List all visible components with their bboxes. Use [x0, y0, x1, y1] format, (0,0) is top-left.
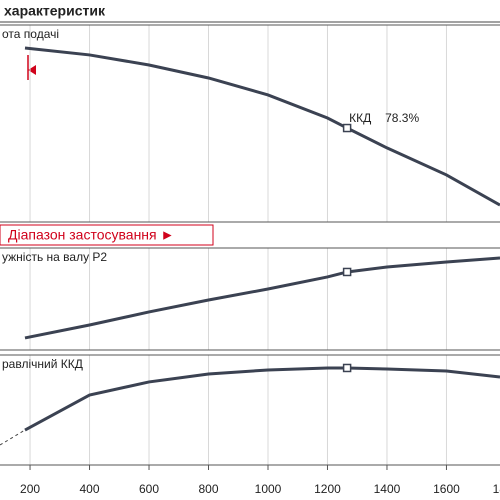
x-tick-label: 1600: [433, 482, 460, 496]
x-tick-label: 1800: [493, 482, 500, 496]
x-tick-label: 1200: [314, 482, 341, 496]
curve: [24, 366, 500, 432]
panel-title: ота подачі: [2, 27, 59, 41]
range-label: Діапазон застосування ►: [8, 227, 174, 243]
range-arrow: [28, 65, 36, 75]
x-tick-label: 600: [139, 482, 159, 496]
op-value: 78.3%: [385, 111, 419, 125]
panel-title: равлічний ККД: [2, 357, 83, 371]
x-tick-label: 1000: [255, 482, 282, 496]
x-tick-label: 800: [198, 482, 218, 496]
operating-point: [342, 123, 352, 133]
panel-title: ужність на валу P2: [2, 250, 107, 264]
operating-point: [342, 363, 352, 373]
x-tick-label: 1400: [374, 482, 401, 496]
range-box: [0, 224, 214, 246]
page-title: характеристик: [4, 3, 106, 19]
curve: [24, 46, 500, 207]
curve: [24, 256, 500, 340]
x-tick-label: 400: [80, 482, 100, 496]
operating-point: [342, 267, 352, 277]
op-label: ККД: [349, 111, 371, 125]
curve-extension: [0, 429, 26, 446]
x-tick-label: 200: [20, 482, 40, 496]
